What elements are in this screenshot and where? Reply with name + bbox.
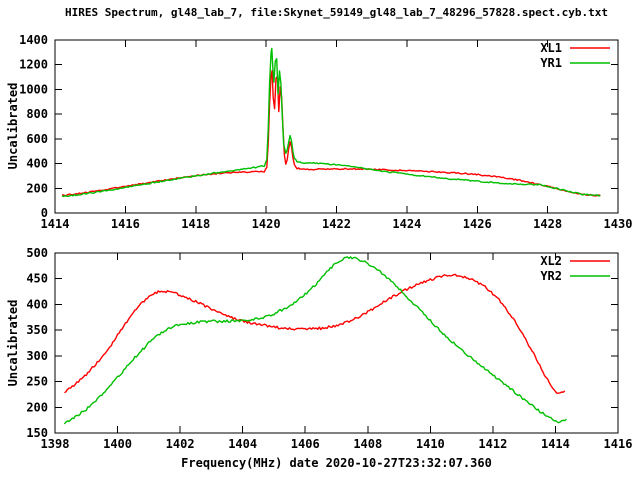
y-tick-label: 200	[26, 181, 48, 195]
x-tick-label: 1430	[604, 217, 633, 231]
x-tick-label: 1424	[392, 217, 421, 231]
y-tick-label: 200	[26, 400, 48, 414]
series-line-YR1	[61, 47, 601, 198]
series-line-XL1	[61, 69, 601, 197]
y-tick-label: 1000	[19, 82, 48, 96]
x-tick-label: 1408	[353, 437, 382, 451]
x-tick-label: 1412	[478, 437, 507, 451]
x-tick-label: 1420	[252, 217, 281, 231]
x-tick-label: 1414	[41, 217, 70, 231]
x-tick-label: 1398	[41, 437, 70, 451]
x-tick-label: 1418	[181, 217, 210, 231]
x-tick-label: 1414	[541, 437, 570, 451]
x-tick-label: 1416	[604, 437, 633, 451]
x-tick-label: 1402	[166, 437, 195, 451]
legend-label-YR1: YR1	[540, 56, 562, 70]
y-tick-label: 500	[26, 246, 48, 260]
x-axis-label: Frequency(MHz) date 2020-10-27T23:32:07.…	[181, 456, 492, 470]
y-tick-label: 0	[41, 206, 48, 220]
y-tick-label: 350	[26, 323, 48, 337]
x-tick-label: 1422	[322, 217, 351, 231]
x-tick-label: 1410	[416, 437, 445, 451]
x-tick-label: 1428	[533, 217, 562, 231]
page-title: HIRES Spectrum, gl48_lab_7, file:Skynet_…	[64, 6, 609, 19]
y-tick-label: 400	[26, 297, 48, 311]
y-tick-label: 800	[26, 107, 48, 121]
plot-frame-1	[54, 39, 619, 214]
series-line-XL2	[64, 273, 566, 394]
series-line-YR2	[63, 256, 567, 425]
y-tick-label: 450	[26, 272, 48, 286]
x-tick-label: 1404	[228, 437, 257, 451]
legend-label-YR2: YR2	[540, 269, 562, 283]
legend-label-XL2: XL2	[540, 254, 562, 268]
y-tick-label: 150	[26, 426, 48, 440]
x-tick-label: 1426	[463, 217, 492, 231]
plot-border	[54, 252, 619, 434]
plot-frame-2	[54, 252, 619, 434]
y-tick-label: 400	[26, 157, 48, 171]
x-tick-label: 1406	[291, 437, 320, 451]
y-tick-label: 1200	[19, 58, 48, 72]
plot-border	[54, 39, 619, 214]
y-tick-label: 300	[26, 349, 48, 363]
y-tick-label: 600	[26, 132, 48, 146]
legend-label-XL1: XL1	[540, 41, 562, 55]
x-tick-label: 1400	[103, 437, 132, 451]
y-tick-label: 250	[26, 375, 48, 389]
x-tick-label: 1416	[111, 217, 140, 231]
y-tick-label: 1400	[19, 33, 48, 47]
